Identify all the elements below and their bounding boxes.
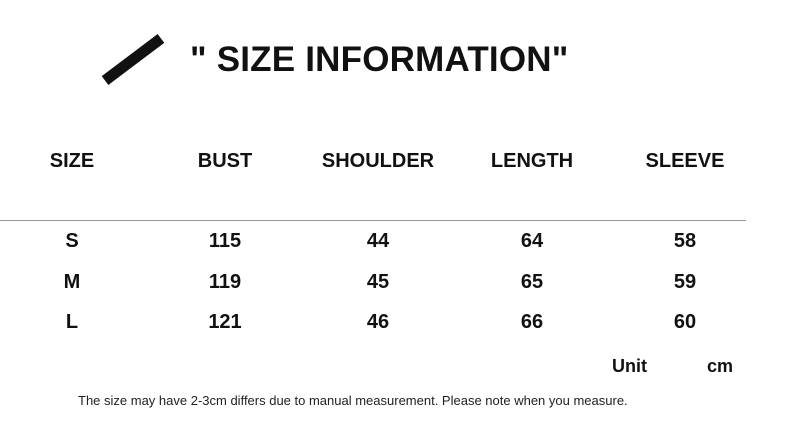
column-header: BUST [197, 150, 253, 172]
table-cell: 46 [366, 311, 390, 333]
measurement-note: The size may have 2-3cm differs due to m… [78, 393, 628, 408]
table-cell: 121 [208, 311, 242, 333]
table-cell: 66 [520, 311, 544, 333]
table-cell: L [65, 311, 79, 333]
table-cell: 58 [673, 230, 697, 252]
slash-decoration-icon [101, 34, 165, 85]
column-header: SHOULDER [321, 150, 435, 172]
table-cell: 115 [208, 230, 242, 252]
unit-value: cm [707, 356, 734, 376]
column-header: SIZE [49, 150, 95, 172]
table-cell: S [65, 230, 79, 252]
unit-label: Unit [612, 356, 647, 376]
table-cell: 64 [520, 230, 544, 252]
table-cell: 59 [673, 271, 697, 293]
column-header: LENGTH [490, 150, 574, 172]
table-cell: 65 [520, 271, 544, 293]
table-cell: M [63, 271, 81, 293]
table-cell: 60 [673, 311, 697, 333]
table-cell: 119 [208, 271, 242, 293]
header-divider [0, 220, 746, 221]
page-title: " SIZE INFORMATION" [190, 40, 569, 79]
table-cell: 45 [366, 271, 390, 293]
column-header: SLEEVE [645, 150, 725, 172]
table-cell: 44 [366, 230, 390, 252]
